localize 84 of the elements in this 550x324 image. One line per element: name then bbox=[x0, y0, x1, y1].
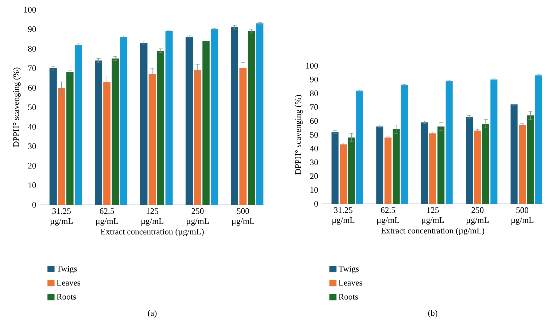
bar bbox=[356, 90, 364, 204]
bar bbox=[95, 60, 102, 205]
bar bbox=[438, 126, 445, 204]
legend-label: Roots bbox=[57, 294, 76, 300]
y-tick-label: 90 bbox=[28, 26, 36, 32]
x-tick-label: 250 µg/mL bbox=[186, 208, 209, 226]
y-tick-label: 50 bbox=[28, 104, 36, 110]
bar bbox=[120, 37, 128, 205]
y-tick-label: 50 bbox=[310, 132, 318, 138]
bar bbox=[166, 31, 173, 205]
bar bbox=[104, 82, 111, 205]
y-tick-label: 0 bbox=[314, 201, 318, 207]
bar bbox=[466, 117, 474, 204]
bar bbox=[50, 68, 57, 205]
bar bbox=[194, 70, 202, 205]
bar bbox=[248, 31, 256, 205]
y-tick-label: 80 bbox=[28, 46, 36, 52]
x-tick-label: 250 µg/mL bbox=[466, 208, 489, 225]
x-tick-label: 125 µg/mL bbox=[141, 208, 164, 226]
bar bbox=[58, 88, 66, 205]
y-tick-label: 20 bbox=[28, 163, 36, 169]
bar bbox=[376, 126, 384, 204]
x-tick-label: 31.25 µg/mL bbox=[50, 208, 73, 226]
bar bbox=[140, 43, 148, 205]
x-axis-title: Extract concentration (µg/mL) bbox=[381, 228, 484, 236]
bar bbox=[332, 132, 339, 204]
y-axis-title: DPPH° scavenging (%) bbox=[13, 68, 21, 148]
bar bbox=[148, 74, 156, 205]
bar bbox=[256, 24, 264, 205]
x-tick-label: 62.5 µg/mL bbox=[96, 208, 118, 226]
legend-label: Twigs bbox=[56, 266, 78, 274]
bar bbox=[430, 134, 437, 204]
bar bbox=[66, 72, 74, 205]
bar bbox=[535, 76, 542, 204]
bar bbox=[211, 29, 218, 205]
bar bbox=[392, 129, 400, 204]
y-tick-label: 70 bbox=[28, 66, 36, 72]
legend-label: Roots bbox=[338, 294, 358, 300]
bar bbox=[384, 138, 392, 204]
x-tick-label: 500 µg/mL bbox=[232, 208, 254, 226]
y-tick-label: 80 bbox=[310, 90, 318, 96]
y-tick-label: 60 bbox=[28, 85, 36, 91]
bar bbox=[446, 81, 453, 204]
bar bbox=[527, 116, 534, 204]
y-tick-label: 70 bbox=[310, 104, 318, 110]
legend-label: Leaves bbox=[57, 280, 80, 286]
y-tick-label: 40 bbox=[310, 146, 318, 152]
x-tick-label: 500 µg/mL bbox=[511, 208, 534, 225]
y-tick-label: 0 bbox=[32, 202, 36, 208]
text: (a) bbox=[148, 310, 157, 318]
bar bbox=[482, 124, 490, 204]
bar bbox=[231, 28, 238, 205]
bar bbox=[112, 58, 120, 205]
x-tick-label: 31.25 µg/mL bbox=[332, 208, 355, 225]
y-tick-label: 100 bbox=[306, 63, 318, 69]
bar bbox=[401, 85, 408, 204]
x-axis-title: Extract concentration (µg/mL) bbox=[100, 228, 204, 236]
y-tick-label: 30 bbox=[310, 160, 318, 166]
bar bbox=[490, 80, 498, 204]
y-tick-label: 60 bbox=[310, 118, 318, 124]
bar bbox=[157, 50, 165, 205]
bar bbox=[74, 45, 82, 205]
y-tick-label: 90 bbox=[310, 76, 318, 83]
bar bbox=[421, 122, 428, 204]
y-tick-label: 30 bbox=[28, 144, 36, 150]
text: (b) bbox=[428, 310, 438, 318]
bar bbox=[240, 68, 247, 205]
x-tick-label: 125 µg/mL bbox=[422, 208, 444, 225]
y-tick-label: 40 bbox=[28, 124, 36, 130]
bar bbox=[202, 41, 210, 205]
bar bbox=[340, 144, 347, 204]
bar bbox=[186, 37, 194, 205]
bar bbox=[474, 130, 482, 204]
y-tick-label: 20 bbox=[310, 174, 318, 180]
y-tick-label: 10 bbox=[28, 182, 36, 188]
bar bbox=[510, 104, 518, 204]
bar bbox=[348, 138, 356, 204]
x-tick-label: 62.5 µg/mL bbox=[376, 208, 400, 225]
y-tick-label: 100 bbox=[24, 7, 36, 13]
y-tick-label: 10 bbox=[310, 187, 318, 194]
legend-label: Leaves bbox=[338, 280, 362, 286]
bar bbox=[519, 125, 526, 204]
y-axis-title: DPPH° scavenging (%) bbox=[295, 95, 303, 175]
legend-label: Twigs bbox=[338, 266, 359, 274]
